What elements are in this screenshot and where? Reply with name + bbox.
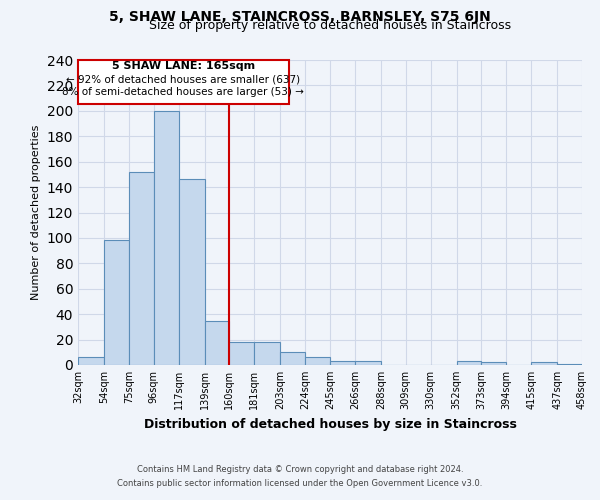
Bar bbox=[557, 364, 582, 365]
Bar bbox=[355, 361, 381, 365]
Bar bbox=[205, 320, 229, 365]
Bar bbox=[104, 240, 129, 365]
Bar bbox=[154, 111, 179, 365]
Bar bbox=[305, 358, 330, 365]
Bar bbox=[531, 362, 557, 365]
Bar bbox=[179, 180, 205, 365]
Bar bbox=[129, 172, 154, 365]
Text: Contains HM Land Registry data © Crown copyright and database right 2024.
Contai: Contains HM Land Registry data © Crown c… bbox=[118, 466, 482, 487]
Text: 5, SHAW LANE, STAINCROSS, BARNSLEY, S75 6JN: 5, SHAW LANE, STAINCROSS, BARNSLEY, S75 … bbox=[109, 10, 491, 24]
Title: Size of property relative to detached houses in Staincross: Size of property relative to detached ho… bbox=[149, 20, 511, 32]
FancyBboxPatch shape bbox=[78, 60, 289, 104]
Bar bbox=[280, 352, 305, 365]
Text: ← 92% of detached houses are smaller (637): ← 92% of detached houses are smaller (63… bbox=[66, 74, 301, 84]
Bar bbox=[330, 361, 355, 365]
Y-axis label: Number of detached properties: Number of detached properties bbox=[31, 125, 41, 300]
Text: 5 SHAW LANE: 165sqm: 5 SHAW LANE: 165sqm bbox=[112, 62, 255, 72]
X-axis label: Distribution of detached houses by size in Staincross: Distribution of detached houses by size … bbox=[143, 418, 517, 430]
Bar bbox=[254, 342, 280, 365]
Bar bbox=[457, 361, 481, 365]
Bar bbox=[229, 342, 254, 365]
Text: 8% of semi-detached houses are larger (53) →: 8% of semi-detached houses are larger (5… bbox=[62, 87, 304, 97]
Bar bbox=[481, 362, 506, 365]
Bar bbox=[78, 358, 104, 365]
